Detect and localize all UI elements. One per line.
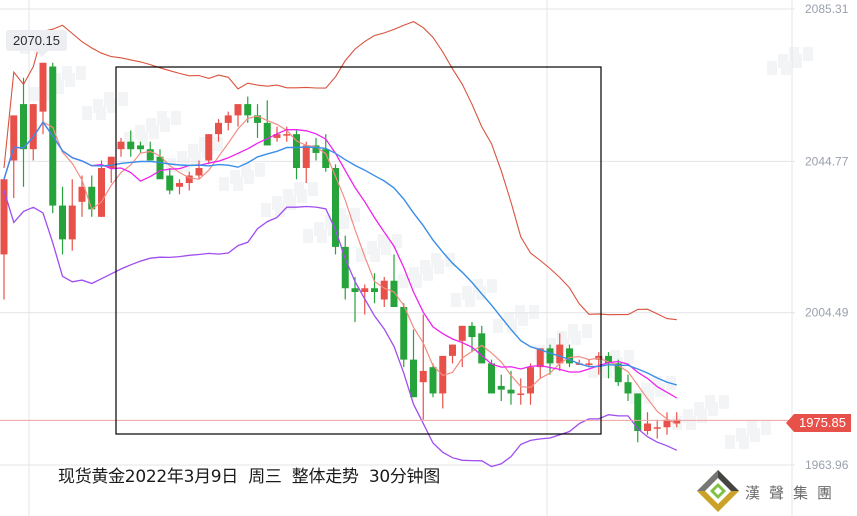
candle	[419, 370, 427, 383]
candle	[332, 167, 339, 247]
candle	[546, 348, 554, 364]
candle	[449, 344, 456, 356]
candle	[478, 333, 486, 364]
candle	[107, 156, 115, 168]
candle	[205, 134, 213, 161]
candle	[566, 348, 573, 364]
candle	[20, 104, 27, 150]
candle	[98, 167, 105, 217]
price-axis-label: 2004.49	[805, 306, 849, 320]
candle	[117, 141, 125, 150]
candle	[156, 156, 164, 180]
logo-text: 漢聲集團	[745, 484, 842, 502]
candle	[517, 393, 525, 395]
candle	[59, 205, 66, 240]
candle	[390, 280, 398, 308]
candle	[0, 179, 8, 255]
candle	[497, 385, 505, 390]
price-axis-label: 2044.77	[805, 154, 849, 168]
candle	[215, 122, 222, 135]
candle	[322, 149, 330, 168]
candle	[585, 363, 593, 365]
candle	[88, 186, 96, 210]
candle	[605, 355, 612, 364]
candle	[468, 325, 476, 338]
candle	[263, 122, 271, 146]
candle	[39, 62, 47, 112]
candle	[137, 145, 144, 150]
candle	[351, 288, 359, 292]
candle	[624, 382, 632, 394]
candle	[410, 359, 417, 398]
candle	[185, 175, 193, 184]
candle	[507, 389, 515, 394]
candle	[127, 141, 135, 150]
diamond-logo-icon	[697, 470, 739, 512]
price-axis-label: 1963.96	[805, 458, 849, 472]
last-price-badge: 1975.85	[786, 414, 851, 432]
candle	[614, 363, 622, 383]
candle	[244, 104, 252, 116]
candle	[29, 104, 37, 150]
chart-caption: 现货黄金2022年3月9日 周三 整体走势 30分钟图	[58, 467, 440, 487]
company-logo: 漢聲集團	[693, 466, 853, 514]
candle	[361, 288, 369, 292]
candle	[371, 288, 378, 292]
highlight-box	[115, 66, 602, 435]
candle	[488, 363, 495, 394]
candle	[400, 307, 408, 360]
candle	[146, 149, 154, 161]
price-axis-label: 2085.31	[805, 2, 849, 16]
candle	[302, 145, 310, 168]
candle	[176, 183, 183, 187]
candle	[556, 344, 564, 364]
candle	[380, 280, 388, 300]
candle	[283, 134, 291, 136]
candle	[527, 367, 534, 394]
candle	[234, 104, 242, 116]
candle	[68, 205, 76, 240]
candle	[254, 115, 261, 123]
candle	[195, 167, 203, 176]
candle	[644, 423, 651, 432]
candle	[673, 419, 681, 424]
high-price-tooltip: 2070.15	[6, 30, 67, 57]
candle	[634, 393, 642, 432]
candle	[429, 367, 437, 394]
candle	[166, 175, 174, 191]
candle	[312, 145, 320, 153]
candle	[224, 115, 232, 123]
candle	[10, 115, 18, 161]
candle	[293, 134, 300, 168]
candle	[536, 348, 544, 368]
candle	[78, 186, 86, 202]
candle	[341, 246, 349, 289]
candle	[273, 134, 281, 138]
candle	[663, 419, 671, 428]
candle	[458, 325, 466, 341]
candle	[653, 427, 661, 429]
